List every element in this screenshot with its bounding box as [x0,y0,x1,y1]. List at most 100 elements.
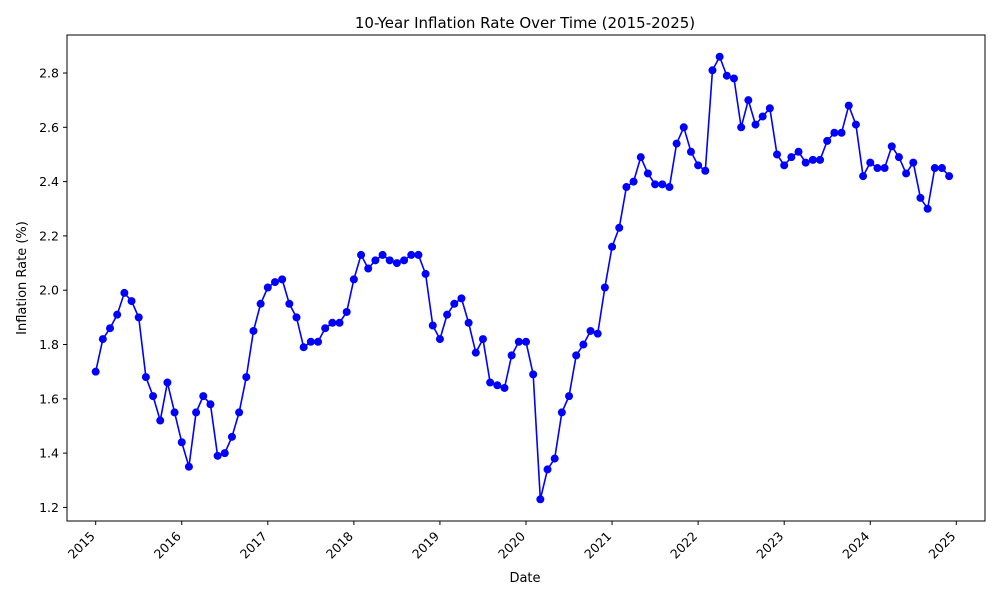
plot-series [91,52,954,504]
data-point [522,337,530,346]
chart-title: 10-Year Inflation Rate Over Time (2015-2… [355,14,695,32]
data-point [163,378,172,387]
data-point [830,128,839,137]
y-tick-label: 2.8 [39,66,59,81]
data-point [758,112,767,121]
y-tick-label: 2.2 [39,228,59,243]
data-point [342,307,351,316]
data-point [141,373,150,382]
data-point [765,104,774,113]
data-point [478,335,487,344]
data-point [923,204,932,213]
data-point [493,381,502,390]
data-point [937,164,946,173]
data-point [636,153,645,162]
data-point [715,52,724,61]
data-point [199,392,208,401]
data-point [751,120,760,129]
data-point [156,416,165,425]
data-point [694,161,703,170]
data-point [256,299,265,308]
data-point [593,329,602,338]
data-point [887,142,896,151]
data-point [851,120,860,129]
data-point [149,392,158,401]
data-point [844,101,853,110]
data-point [127,297,136,306]
data-point [335,318,344,327]
data-point [902,169,911,178]
data-point [808,155,817,164]
data-point [507,351,516,360]
data-point [701,166,710,175]
data-point [780,161,789,170]
data-point [220,449,229,458]
data-point [686,147,695,156]
y-axis-label: Inflation Rate (%) [15,221,30,335]
data-point [184,462,193,471]
data-point [859,172,868,181]
data-point [543,465,552,474]
data-point [722,71,731,80]
data-point [392,259,401,268]
data-point [249,326,258,335]
x-axis-label: Date [509,571,540,586]
data-point [651,180,660,189]
data-point [486,378,495,387]
data-point [586,326,595,335]
data-point [708,66,717,75]
data-point [407,250,416,259]
data-point [328,318,337,327]
data-point [801,158,810,167]
data-point [773,150,782,159]
data-point [557,408,566,417]
data-point [500,383,509,392]
data-point [565,392,574,401]
data-point [629,177,638,186]
data-point [514,337,523,346]
plot-frame [66,34,986,522]
y-tick-label: 1.6 [39,391,59,406]
data-point [457,294,466,303]
data-point [679,123,688,132]
data-point [729,74,738,83]
data-point [371,256,380,265]
data-point [292,313,301,322]
y-tick-label: 1.4 [39,446,59,461]
data-point [170,408,179,417]
data-point [91,367,100,376]
data-point [285,299,294,308]
data-point [536,495,545,504]
data-point [106,324,115,333]
data-point [227,432,236,441]
data-point [349,275,358,284]
data-point [471,348,480,357]
data-point [672,139,681,148]
y-tick-label: 2.0 [39,283,59,298]
data-point [443,310,452,319]
data-point [737,123,746,132]
data-point [945,172,954,181]
data-point [378,250,387,259]
data-point [428,321,437,330]
data-point [306,337,315,346]
data-point [357,250,366,259]
data-point [880,164,889,173]
data-point [529,370,538,379]
data-point [435,335,444,344]
y-tick-label: 1.8 [39,337,59,352]
data-point [213,451,222,460]
data-point [464,318,473,327]
data-point [550,454,559,463]
data-point [916,193,925,202]
data-point [930,164,939,173]
data-point [98,335,107,344]
data-point [364,264,373,273]
data-point [894,153,903,162]
data-point [787,153,796,162]
data-point [385,256,394,265]
data-point [816,155,825,164]
data-point [278,275,287,284]
data-point [206,400,215,409]
data-point [192,408,201,417]
